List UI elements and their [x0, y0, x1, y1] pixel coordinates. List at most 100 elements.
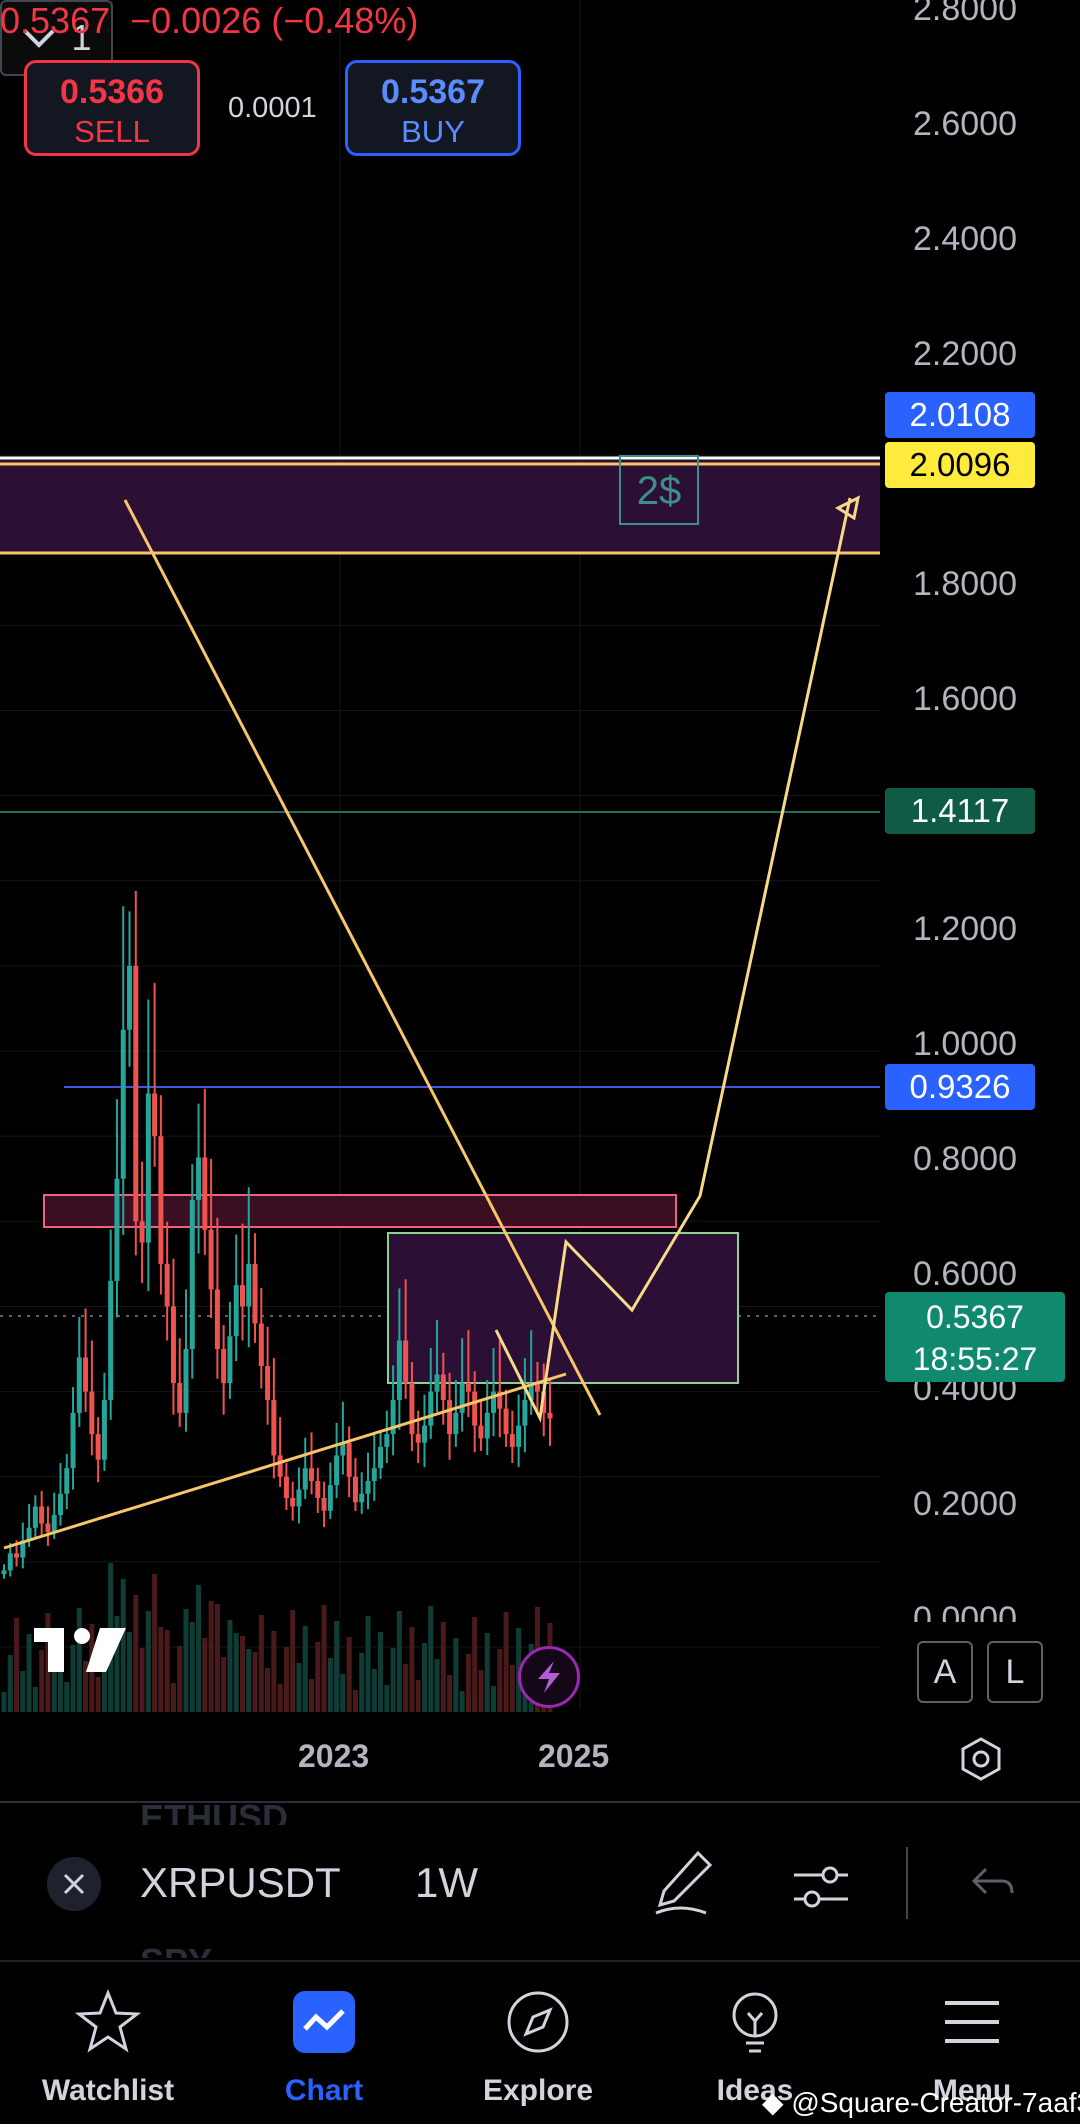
candle-body [346, 1442, 352, 1477]
candle-body [447, 1400, 453, 1435]
candle-body [258, 1323, 264, 1367]
price-chart[interactable]: 2$ [0, 0, 1080, 1760]
nav-watchlist[interactable]: Watchlist [18, 1980, 198, 2108]
indicators-icon[interactable] [790, 1855, 852, 1917]
candle-body [233, 1285, 239, 1337]
axis-label: 0.2000 [913, 1485, 1017, 1523]
axis-label: 2.2000 [913, 335, 1017, 373]
candle-body [534, 1383, 540, 1392]
volume-bar [127, 1632, 133, 1712]
volume-bar [465, 1654, 471, 1712]
candle-body [327, 1485, 333, 1511]
bar-countdown: 18:55:27 [912, 1341, 1038, 1377]
interval-button[interactable]: 1W [415, 1859, 478, 1906]
ghost-symbol-bottom: SPY [140, 1941, 212, 1958]
tradingview-logo [30, 1624, 130, 1674]
star-icon [75, 1989, 141, 2053]
volume-bar [296, 1663, 302, 1712]
nav-menu[interactable]: Menu [882, 1980, 1062, 2108]
volume-bar [221, 1657, 227, 1712]
nav-label: Watchlist [41, 2074, 175, 2107]
candle-body [434, 1374, 440, 1392]
candle-body [371, 1468, 377, 1481]
supply-box [43, 1194, 677, 1228]
candle-body [183, 1349, 189, 1413]
volume-bar [139, 1648, 145, 1712]
volume-bar [271, 1631, 277, 1712]
volume-bar [447, 1675, 453, 1712]
volume-bar [177, 1646, 183, 1712]
candle-body [503, 1408, 509, 1435]
volume-bar [327, 1658, 333, 1712]
volume-bar [265, 1668, 271, 1712]
candle-body [528, 1383, 534, 1401]
volume-bar [403, 1664, 409, 1712]
volume-bar [434, 1659, 440, 1712]
volume-bar [371, 1669, 377, 1712]
nav-explore[interactable]: Explore [448, 1980, 628, 2108]
volume-bar [189, 1622, 195, 1712]
undo-icon[interactable] [968, 1863, 1018, 1907]
candle-body [57, 1493, 63, 1516]
volume-bar [7, 1655, 13, 1712]
candle-body [114, 1178, 120, 1281]
volume-bar [246, 1649, 252, 1712]
volume-bar [409, 1627, 415, 1712]
candle-body [334, 1455, 340, 1486]
flash-icon[interactable] [518, 1646, 580, 1708]
candle-body [95, 1434, 101, 1460]
candle-body [239, 1285, 245, 1307]
candle-body [290, 1498, 296, 1507]
volume-bar [302, 1626, 308, 1712]
volume-bar [396, 1611, 402, 1712]
volume-bar [478, 1670, 484, 1712]
log-scale-button[interactable]: L [987, 1641, 1043, 1703]
volume-bar [484, 1633, 490, 1712]
close-icon[interactable] [47, 1857, 101, 1911]
candle-body [214, 1289, 220, 1350]
nav-ideas[interactable]: Ideas [665, 1980, 845, 2108]
candle-body [415, 1434, 421, 1443]
lightbulb-icon [732, 1992, 778, 2053]
sell-button[interactable]: 0.5366 SELL [24, 60, 200, 156]
candle-body [302, 1468, 308, 1490]
buy-button[interactable]: 0.5367 BUY [345, 60, 521, 156]
nav-chart[interactable]: Chart [234, 1980, 414, 2108]
trendline-resistance [123, 499, 602, 1416]
volume-bar [158, 1627, 164, 1712]
volume-bar [421, 1643, 427, 1712]
volume-bar [453, 1638, 459, 1712]
buy-price: 0.5367 [381, 73, 485, 111]
lot-size-value: 1 [71, 17, 92, 58]
symbol-name[interactable]: XRPUSDT [140, 1859, 341, 1906]
candle-body [7, 1553, 13, 1571]
axis-label: 0.0000 [913, 1600, 1017, 1622]
candle-body [522, 1400, 528, 1426]
settings-icon[interactable] [958, 1736, 1004, 1782]
candle-body [64, 1468, 70, 1494]
candle-body [39, 1506, 45, 1524]
candle-body [491, 1391, 497, 1413]
drawing-tool-icon[interactable] [650, 1847, 716, 1919]
volume-bar [120, 1579, 126, 1712]
chevron-down-icon [24, 29, 55, 48]
volume-bar [145, 1611, 151, 1712]
volume-bar [51, 1666, 57, 1712]
candle-body [83, 1357, 89, 1392]
candle-body [89, 1391, 95, 1435]
price-tag-2-0108: 2.0108 [885, 392, 1035, 438]
axis-label: 0.8000 [913, 1140, 1017, 1178]
volume-bar [415, 1680, 421, 1712]
volume-bar [321, 1605, 327, 1712]
volume-bar [45, 1613, 51, 1712]
candle-body [177, 1383, 183, 1413]
candle-body [472, 1391, 478, 1426]
auto-scale-button[interactable]: A [917, 1641, 973, 1703]
candle-body [516, 1425, 522, 1447]
candle-body [409, 1383, 415, 1435]
volume-bar [170, 1683, 176, 1712]
candle-body [497, 1391, 503, 1409]
projection-arrowhead [834, 495, 861, 521]
volume-bar [152, 1574, 158, 1712]
candle-body [133, 965, 139, 1222]
